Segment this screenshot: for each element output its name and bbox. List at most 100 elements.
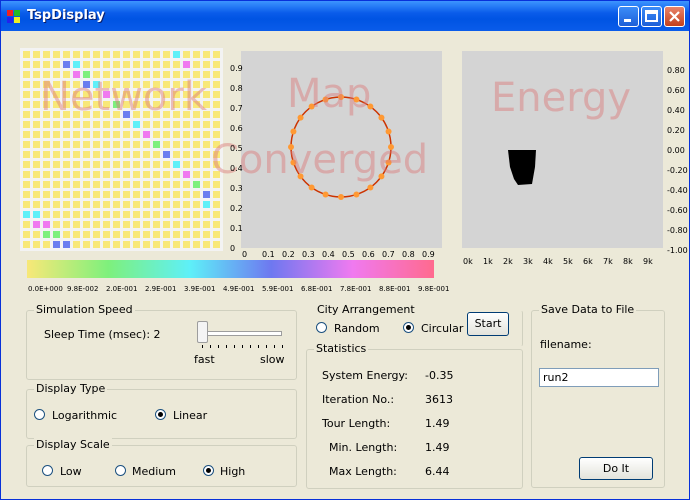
- weight-cell: [63, 151, 70, 158]
- energy-trace: [508, 150, 536, 185]
- energy-y-tick: -1.00: [667, 246, 688, 255]
- linear-label[interactable]: Linear: [173, 409, 208, 422]
- energy-x-tick: 9k: [643, 257, 653, 266]
- weight-cell: [53, 211, 60, 218]
- speed-slider-thumb[interactable]: [197, 321, 208, 343]
- weight-cell: [43, 91, 50, 98]
- network-panel: Network: [20, 48, 223, 251]
- color-bar-tick: 9.8E-001: [418, 285, 450, 293]
- weight-cell: [63, 191, 70, 198]
- slider-tick: [234, 345, 235, 348]
- weight-cell: [183, 151, 190, 158]
- weight-cell: [43, 181, 50, 188]
- weight-cell: [133, 231, 140, 238]
- medium-label[interactable]: Medium: [132, 465, 176, 478]
- map-x-tick: 0.9: [422, 250, 435, 259]
- simulation-speed-group: Simulation Speed Sleep Time (msec): 2 fa…: [26, 303, 297, 380]
- random-label[interactable]: Random: [334, 322, 380, 335]
- weight-cell: [213, 91, 220, 98]
- close-button[interactable]: [664, 6, 685, 27]
- weight-cell: [123, 191, 130, 198]
- weight-cell: [173, 121, 180, 128]
- weight-cell: [203, 141, 210, 148]
- minimize-button[interactable]: [618, 6, 639, 27]
- weight-cell: [213, 111, 220, 118]
- weight-cell: [43, 71, 50, 78]
- title-bar[interactable]: TspDisplay: [1, 1, 689, 31]
- weight-cell: [163, 231, 170, 238]
- tour-length-label: Tour Length:: [322, 417, 391, 430]
- slider-tick: [242, 345, 243, 348]
- weight-cell: [73, 131, 80, 138]
- weight-cell: [143, 171, 150, 178]
- circular-radio[interactable]: [403, 322, 414, 333]
- weight-cell: [33, 181, 40, 188]
- weight-cell: [213, 221, 220, 228]
- low-radio[interactable]: [42, 465, 53, 476]
- color-bar-tick: 8.8E-001: [379, 285, 411, 293]
- weight-cell: [183, 101, 190, 108]
- weight-cell: [33, 211, 40, 218]
- weight-cell: [113, 51, 120, 58]
- weight-cell: [53, 81, 60, 88]
- weight-cell: [73, 161, 80, 168]
- weight-cell: [93, 211, 100, 218]
- energy-y-tick: 0.40: [667, 106, 685, 115]
- logarithmic-label[interactable]: Logarithmic: [52, 409, 118, 422]
- weight-cell: [203, 201, 210, 208]
- weight-cell: [63, 101, 70, 108]
- weight-cell: [43, 121, 50, 128]
- filename-input[interactable]: [539, 368, 659, 387]
- weight-cell: [133, 191, 140, 198]
- linear-radio[interactable]: [155, 409, 166, 420]
- weight-cell: [103, 131, 110, 138]
- weight-cell: [183, 81, 190, 88]
- weight-cell: [163, 71, 170, 78]
- weight-cell: [203, 131, 210, 138]
- weight-cell: [173, 81, 180, 88]
- weight-cell: [83, 221, 90, 228]
- weight-cell: [193, 241, 200, 248]
- high-label[interactable]: High: [220, 465, 246, 478]
- speed-slider-track[interactable]: [200, 331, 282, 336]
- weight-cell: [43, 151, 50, 158]
- weight-cell: [183, 61, 190, 68]
- weight-cell: [163, 91, 170, 98]
- weight-cell: [53, 161, 60, 168]
- city-marker: [367, 103, 374, 110]
- weight-cell: [83, 241, 90, 248]
- medium-radio[interactable]: [115, 465, 126, 476]
- weight-cell: [173, 211, 180, 218]
- weight-cell: [113, 171, 120, 178]
- slider-tick: [282, 345, 283, 348]
- weight-cell: [123, 101, 130, 108]
- weight-cell: [43, 61, 50, 68]
- weight-cell: [133, 181, 140, 188]
- weight-cell: [203, 91, 210, 98]
- weight-cell: [93, 241, 100, 248]
- weight-cell: [113, 131, 120, 138]
- weight-cell: [93, 181, 100, 188]
- do-it-button[interactable]: Do It: [579, 457, 653, 480]
- weight-cell: [153, 111, 160, 118]
- logarithmic-radio[interactable]: [34, 409, 45, 420]
- random-radio[interactable]: [316, 322, 327, 333]
- energy-x-tick: 3k: [523, 257, 533, 266]
- weight-cell: [143, 191, 150, 198]
- weight-cell: [73, 191, 80, 198]
- weight-cell: [143, 91, 150, 98]
- weight-cell: [23, 241, 30, 248]
- weight-cell: [33, 171, 40, 178]
- weight-cell: [203, 181, 210, 188]
- maximize-button[interactable]: [641, 6, 662, 27]
- low-label[interactable]: Low: [60, 465, 82, 478]
- circular-label[interactable]: Circular: [421, 322, 464, 335]
- weight-cell: [183, 191, 190, 198]
- high-radio[interactable]: [203, 465, 214, 476]
- weight-cell: [123, 201, 130, 208]
- weight-cell: [83, 181, 90, 188]
- start-button[interactable]: Start: [467, 312, 509, 336]
- slider-tick: [226, 345, 227, 348]
- weight-cell: [23, 61, 30, 68]
- weight-cell: [163, 171, 170, 178]
